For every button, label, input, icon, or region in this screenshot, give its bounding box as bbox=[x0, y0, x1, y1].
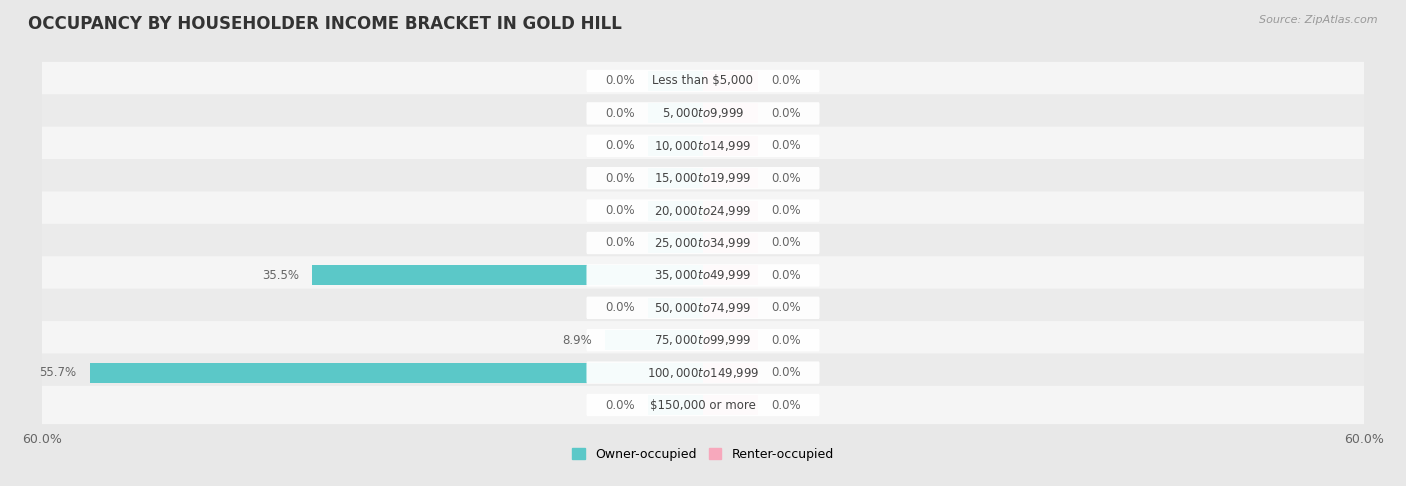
Bar bbox=[703, 104, 758, 123]
Text: 0.0%: 0.0% bbox=[772, 74, 801, 87]
FancyBboxPatch shape bbox=[18, 224, 1388, 262]
Text: 0.0%: 0.0% bbox=[605, 139, 634, 152]
Text: 0.0%: 0.0% bbox=[605, 204, 634, 217]
Bar bbox=[312, 265, 703, 285]
FancyBboxPatch shape bbox=[586, 362, 820, 384]
Bar bbox=[648, 104, 703, 123]
FancyBboxPatch shape bbox=[18, 191, 1388, 230]
Text: 0.0%: 0.0% bbox=[605, 74, 634, 87]
FancyBboxPatch shape bbox=[586, 102, 820, 124]
FancyBboxPatch shape bbox=[18, 159, 1388, 197]
Text: 35.5%: 35.5% bbox=[262, 269, 299, 282]
FancyBboxPatch shape bbox=[586, 167, 820, 190]
Text: OCCUPANCY BY HOUSEHOLDER INCOME BRACKET IN GOLD HILL: OCCUPANCY BY HOUSEHOLDER INCOME BRACKET … bbox=[28, 15, 621, 33]
Bar bbox=[703, 233, 758, 253]
Text: 0.0%: 0.0% bbox=[772, 237, 801, 249]
Text: $15,000 to $19,999: $15,000 to $19,999 bbox=[654, 171, 752, 185]
FancyBboxPatch shape bbox=[586, 199, 820, 222]
Text: $35,000 to $49,999: $35,000 to $49,999 bbox=[654, 268, 752, 282]
Text: 55.7%: 55.7% bbox=[39, 366, 76, 379]
FancyBboxPatch shape bbox=[18, 94, 1388, 133]
FancyBboxPatch shape bbox=[18, 256, 1388, 295]
Text: 0.0%: 0.0% bbox=[772, 366, 801, 379]
Bar bbox=[605, 330, 703, 350]
Bar bbox=[648, 136, 703, 156]
Text: Source: ZipAtlas.com: Source: ZipAtlas.com bbox=[1260, 15, 1378, 25]
Text: 8.9%: 8.9% bbox=[562, 334, 592, 347]
Bar bbox=[703, 136, 758, 156]
Text: 0.0%: 0.0% bbox=[772, 334, 801, 347]
Text: $10,000 to $14,999: $10,000 to $14,999 bbox=[654, 139, 752, 153]
Text: 0.0%: 0.0% bbox=[772, 204, 801, 217]
Bar bbox=[703, 363, 758, 382]
Text: 0.0%: 0.0% bbox=[605, 237, 634, 249]
Text: 0.0%: 0.0% bbox=[772, 139, 801, 152]
Text: 0.0%: 0.0% bbox=[605, 301, 634, 314]
FancyBboxPatch shape bbox=[586, 329, 820, 351]
FancyBboxPatch shape bbox=[18, 289, 1388, 327]
Legend: Owner-occupied, Renter-occupied: Owner-occupied, Renter-occupied bbox=[568, 443, 838, 466]
FancyBboxPatch shape bbox=[586, 264, 820, 287]
Text: $50,000 to $74,999: $50,000 to $74,999 bbox=[654, 301, 752, 315]
Text: $100,000 to $149,999: $100,000 to $149,999 bbox=[647, 365, 759, 380]
Text: $75,000 to $99,999: $75,000 to $99,999 bbox=[654, 333, 752, 347]
Text: 0.0%: 0.0% bbox=[772, 301, 801, 314]
Bar bbox=[90, 363, 703, 382]
Text: 0.0%: 0.0% bbox=[605, 399, 634, 412]
FancyBboxPatch shape bbox=[18, 127, 1388, 165]
Bar bbox=[648, 395, 703, 415]
Text: 0.0%: 0.0% bbox=[772, 269, 801, 282]
Bar bbox=[703, 201, 758, 221]
Bar bbox=[648, 201, 703, 221]
Text: 0.0%: 0.0% bbox=[605, 107, 634, 120]
Text: $5,000 to $9,999: $5,000 to $9,999 bbox=[662, 106, 744, 121]
Text: $20,000 to $24,999: $20,000 to $24,999 bbox=[654, 204, 752, 218]
Bar bbox=[703, 330, 758, 350]
Bar bbox=[703, 265, 758, 285]
Text: 0.0%: 0.0% bbox=[772, 399, 801, 412]
FancyBboxPatch shape bbox=[18, 62, 1388, 100]
FancyBboxPatch shape bbox=[18, 321, 1388, 359]
Text: 0.0%: 0.0% bbox=[772, 172, 801, 185]
FancyBboxPatch shape bbox=[18, 353, 1388, 392]
FancyBboxPatch shape bbox=[18, 386, 1388, 424]
Bar bbox=[703, 395, 758, 415]
Bar bbox=[648, 71, 703, 91]
FancyBboxPatch shape bbox=[586, 135, 820, 157]
Bar bbox=[703, 298, 758, 318]
Bar bbox=[648, 168, 703, 188]
FancyBboxPatch shape bbox=[586, 70, 820, 92]
Text: $25,000 to $34,999: $25,000 to $34,999 bbox=[654, 236, 752, 250]
Bar bbox=[703, 71, 758, 91]
Bar bbox=[648, 298, 703, 318]
Text: 0.0%: 0.0% bbox=[772, 107, 801, 120]
Bar bbox=[648, 233, 703, 253]
FancyBboxPatch shape bbox=[586, 296, 820, 319]
Text: $150,000 or more: $150,000 or more bbox=[650, 399, 756, 412]
Bar bbox=[703, 168, 758, 188]
Text: 0.0%: 0.0% bbox=[605, 172, 634, 185]
FancyBboxPatch shape bbox=[586, 394, 820, 416]
FancyBboxPatch shape bbox=[586, 232, 820, 254]
Text: Less than $5,000: Less than $5,000 bbox=[652, 74, 754, 87]
